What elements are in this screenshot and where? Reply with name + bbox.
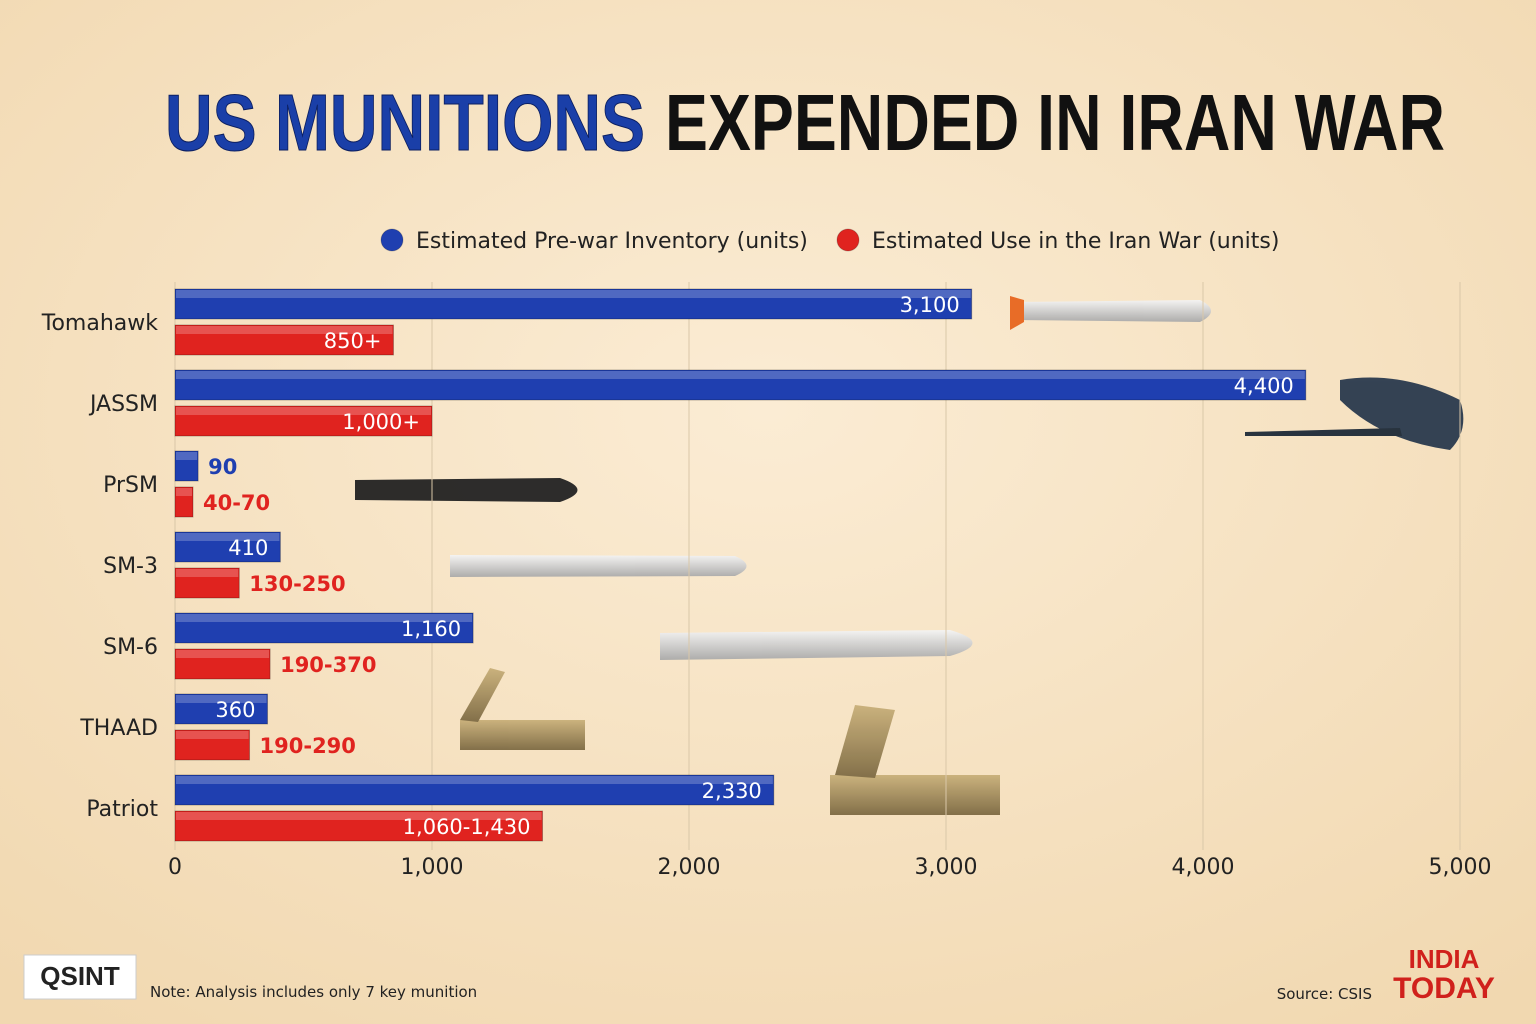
y-tick-label: Tomahawk	[41, 311, 158, 336]
bar-shine	[176, 650, 270, 658]
bar-shine	[176, 290, 971, 298]
bar	[174, 531, 281, 563]
legend-marker	[836, 228, 860, 252]
logo-box	[23, 954, 137, 1000]
value-label: 1,060-1,430	[403, 815, 531, 839]
bar-shine	[176, 731, 249, 739]
x-tick-label: 5,000	[1429, 855, 1492, 880]
bar	[174, 486, 194, 518]
bar-shine	[176, 533, 280, 541]
value-label: 360	[215, 698, 255, 722]
bar	[174, 369, 1307, 401]
bar-shine	[176, 371, 1305, 379]
source: Source: CSIS	[1277, 985, 1372, 1003]
bar	[174, 288, 973, 320]
bar	[174, 567, 240, 599]
bar	[174, 810, 544, 842]
value-label: 40-70	[203, 491, 270, 515]
logo-right: TODAY	[1393, 972, 1495, 1005]
bar-shine	[176, 488, 192, 496]
title-highlight: US MUNITIONS	[165, 78, 645, 167]
value-label: 3,100	[900, 293, 960, 317]
value-label: 4,400	[1234, 374, 1294, 398]
plot-area: Estimated Pre-war Inventory (units) Estim…	[41, 228, 1492, 880]
bar	[174, 648, 271, 680]
value-label: 130-250	[249, 572, 345, 596]
bar	[174, 405, 433, 437]
bar-shine	[176, 569, 239, 577]
value-label: 410	[228, 536, 268, 560]
legend-label: Estimated Pre-war Inventory (units)	[416, 229, 808, 254]
title-rest: EXPENDED IN IRAN WAR	[665, 78, 1445, 167]
bar-shine	[176, 452, 198, 460]
x-tick-label: 2,000	[658, 855, 721, 880]
y-tick-label: Patriot	[86, 797, 158, 822]
y-tick-label: JASSM	[88, 392, 158, 417]
logo-right: INDIA	[1409, 944, 1480, 974]
bar-shine	[176, 776, 773, 784]
value-label: 2,330	[702, 779, 762, 803]
x-tick-label: 1,000	[401, 855, 464, 880]
bar-shine	[176, 326, 393, 334]
bar	[174, 729, 251, 761]
bar	[174, 693, 269, 725]
x-tick-label: 4,000	[1172, 855, 1235, 880]
bar	[174, 774, 775, 806]
legend-marker	[380, 228, 404, 252]
bar-shine	[176, 812, 542, 820]
bar	[174, 324, 394, 356]
value-label: 850+	[324, 329, 382, 353]
bar-shine	[176, 614, 473, 622]
y-tick-label: SM-6	[103, 635, 158, 660]
x-tick-label: 3,000	[915, 855, 978, 880]
bar	[174, 612, 474, 644]
y-tick-label: SM-3	[103, 554, 158, 579]
bar	[174, 450, 199, 482]
value-label: 90	[208, 455, 237, 479]
legend-label: Estimated Use in the Iran War (units)	[872, 229, 1279, 254]
note: Note: Analysis includes only 7 key munit…	[150, 983, 477, 1001]
value-label: 190-290	[260, 734, 356, 758]
bar-shine	[176, 695, 267, 703]
bar-shine	[176, 407, 431, 415]
logo-left: QSINT	[40, 961, 120, 991]
value-label: 190-370	[280, 653, 376, 677]
value-label: 1,000+	[342, 410, 420, 434]
y-tick-label: THAAD	[79, 716, 158, 741]
x-tick-label: 0	[168, 855, 182, 880]
y-tick-label: PrSM	[103, 473, 158, 498]
value-label: 1,160	[401, 617, 461, 641]
illustrations	[355, 296, 1464, 815]
